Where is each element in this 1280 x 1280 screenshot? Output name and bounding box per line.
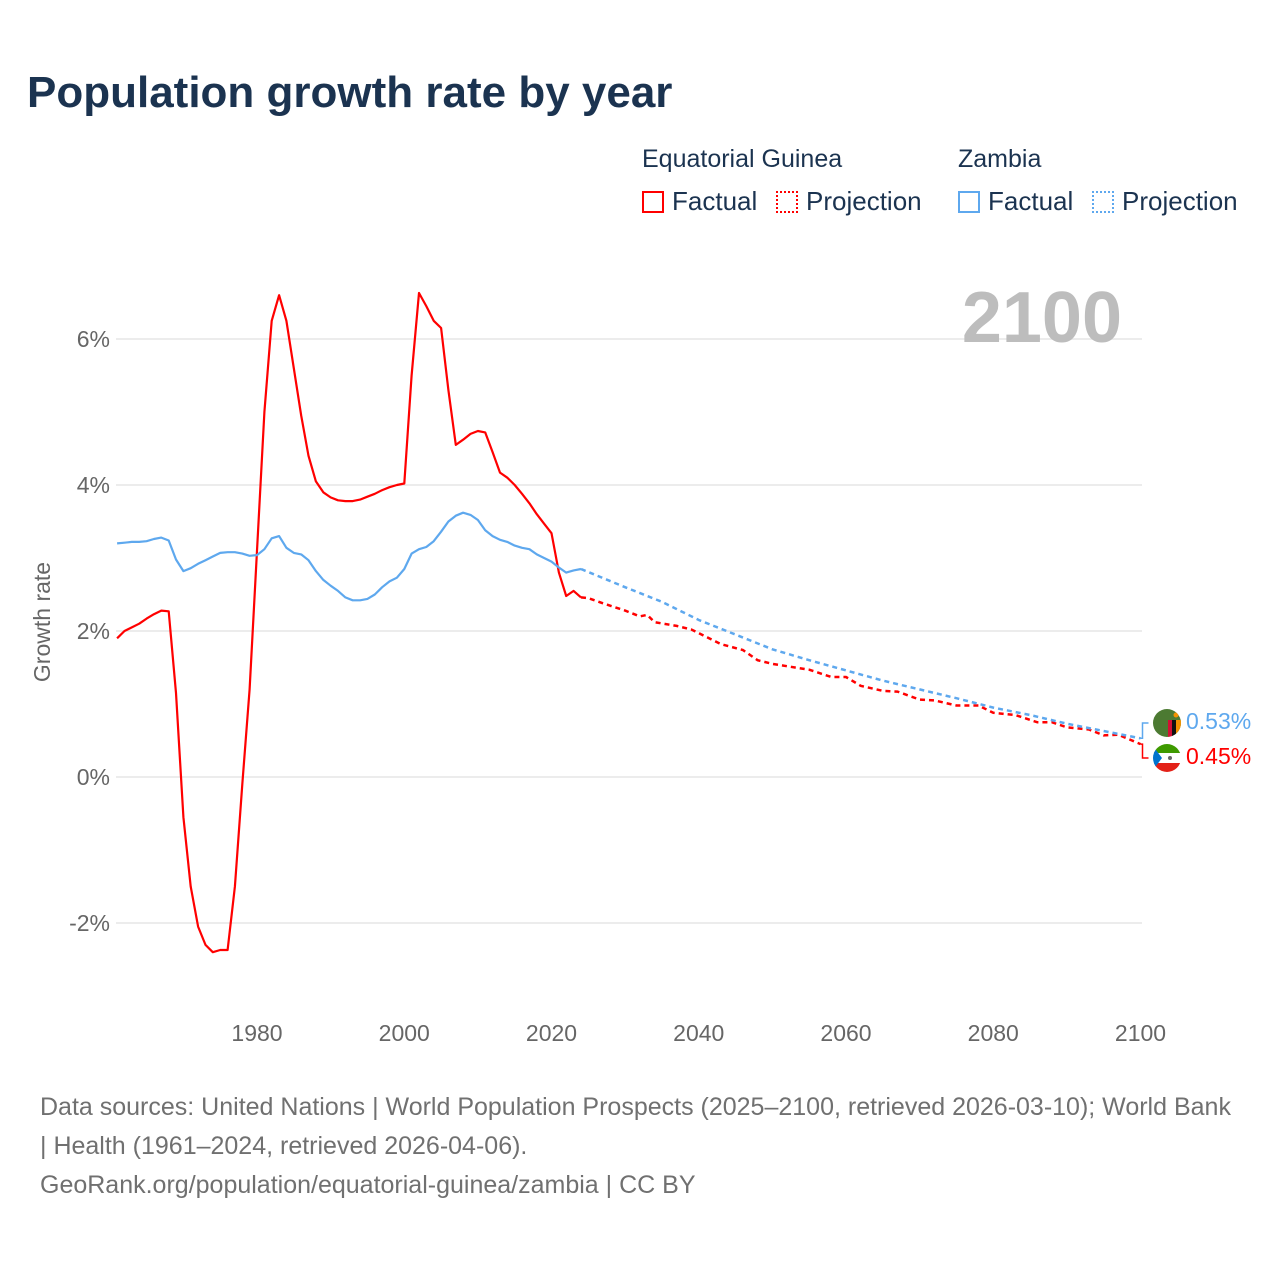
legend-swatch-dotted [776,190,798,213]
y-tick-label: 4% [77,472,110,498]
year-watermark: 2100 [962,278,1122,358]
source-text: Data sources: United Nations | World Pop… [40,1093,1231,1160]
plot-area: 6%4%2%0%-2%1980 2000 2020 2040 2060 2080 2100 … [29,278,1251,1046]
y-tick-label: 6% [77,326,110,352]
chart-title: Population growth rate by year [27,68,673,117]
legend-label: Projection [806,186,922,216]
legend-group-zambia: Zambia [958,145,1042,173]
legend-label: Factual [672,186,758,216]
x-tick-label: 2000 [379,1020,430,1046]
series-projection-line-0 [580,596,1141,746]
legend-eg-factual[interactable]: Factual [642,186,757,217]
source-link[interactable]: GeoRank.org/population/equatorial-guinea… [40,1171,696,1199]
x-tick-label: 2040 [673,1020,724,1046]
y-axis-label: Growth rate [29,562,55,682]
x-tick-label: 2080 [968,1020,1019,1046]
series-factual-line-0 [116,291,582,954]
series-factual-line-1 [116,511,582,602]
legend-label: Projection [1122,186,1238,216]
end-label-equatorial-guinea: 0.45% [1186,743,1251,769]
equatorial-guinea-flag-icon [1153,744,1181,772]
legend-swatch-dotted [1092,190,1114,213]
source-note: Data sources: United Nations | World Pop… [40,1088,1240,1205]
zambia-flag-icon [1153,709,1181,737]
x-tick-label: 2100 [1115,1020,1166,1046]
y-tick-label: -2% [69,910,110,936]
x-tick-label: 2020 [526,1020,577,1046]
legend-eg-projection[interactable]: Projection [776,186,922,217]
legend-swatch-solid [958,190,980,213]
end-label-connector [1140,743,1149,759]
end-label-zambia: 0.53% [1186,708,1251,734]
y-tick-label: 0% [77,764,110,790]
legend-group-equatorial-guinea: Equatorial Guinea [642,145,843,173]
x-tick-label: 2060 [820,1020,871,1046]
end-label-connector [1140,722,1149,740]
series-projection-line-1 [580,567,1141,740]
legend-zambia-factual[interactable]: Factual [958,186,1073,217]
x-tick-label: 1980 [231,1020,282,1046]
y-tick-label: 2% [77,618,110,644]
legend-swatch-solid [642,190,664,213]
legend-label: Factual [988,186,1074,216]
legend-zambia-projection[interactable]: Projection [1092,186,1238,217]
